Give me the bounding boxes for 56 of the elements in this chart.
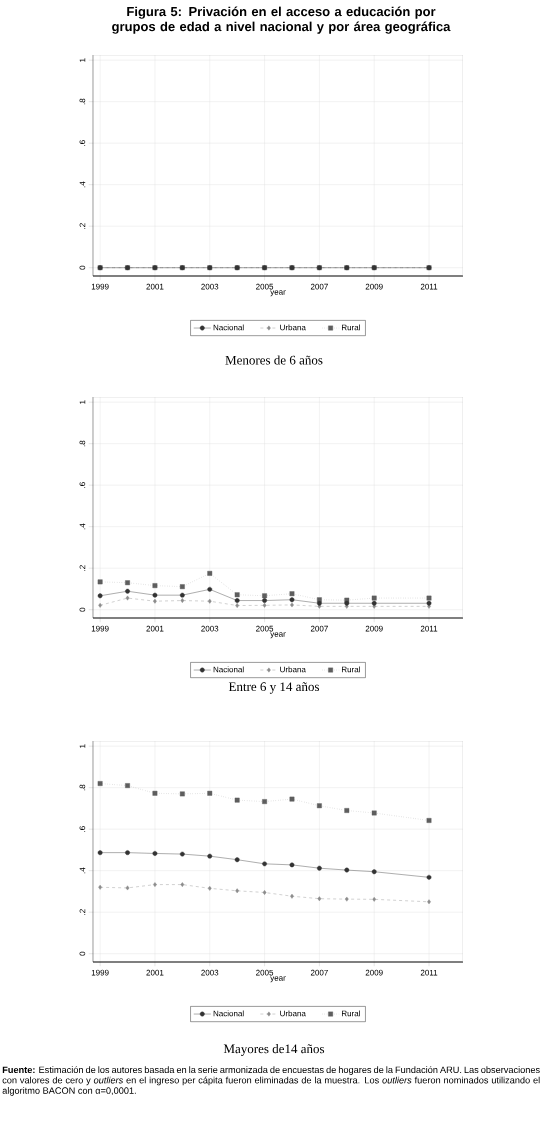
x-tick-label: 2001 xyxy=(146,969,164,976)
y-tick-label: .6 xyxy=(79,482,86,488)
y-tick-label: .4 xyxy=(79,523,86,530)
x-tick-label: 2001 xyxy=(146,625,164,632)
x-tick-label: 2007 xyxy=(310,625,328,632)
x-tick-label: 2009 xyxy=(365,283,383,290)
x-tick-label: 1999 xyxy=(91,283,109,290)
x-tick-label: 2005 xyxy=(256,625,274,632)
y-tick-label: .2 xyxy=(79,223,86,229)
y-tick-label: .8 xyxy=(79,98,86,105)
y-tick-label: .6 xyxy=(79,140,86,146)
y-tick-label: 0 xyxy=(79,607,86,612)
y-tick-label: .8 xyxy=(79,440,86,447)
legend-label: Rural xyxy=(341,1010,360,1017)
legend-label: Nacional xyxy=(213,666,244,673)
legend-label: Rural xyxy=(341,666,360,673)
x-axis-title: year xyxy=(270,632,286,639)
legend-label: Urbana xyxy=(280,666,306,673)
text: Entre 6 y 14 años xyxy=(228,682,320,694)
y-tick-label: 1 xyxy=(79,400,86,404)
x-tick-label: 2011 xyxy=(420,969,438,976)
x-tick-label: 2011 xyxy=(420,283,438,290)
legend-label: Urbana xyxy=(280,324,306,331)
y-tick-label: .2 xyxy=(79,909,86,915)
x-tick-label: 2005 xyxy=(256,283,274,290)
text: Fuente: Estimación de los autores basada en la serie armonizada de encuestas de hogares de la Fundación ARU. Las observaciones con valores de cero y outliers en el ingreso per cápita fueron eliminadas de la muestra. Los outliers fueron nominados utilizando el algoritmo BACON con α=0,0001. xyxy=(2,1066,540,1096)
x-tick-label: 2003 xyxy=(201,969,219,976)
x-tick-label: 2009 xyxy=(365,969,383,976)
y-tick-label: 0 xyxy=(79,951,86,956)
legend-label: Urbana xyxy=(280,1010,306,1017)
x-tick-label: 2001 xyxy=(146,283,164,290)
y-tick-label: .8 xyxy=(79,784,86,791)
x-tick-label: 1999 xyxy=(91,625,109,632)
x-tick-label: 2005 xyxy=(256,969,274,976)
y-tick-label: 1 xyxy=(79,744,86,748)
legend-label: Rural xyxy=(341,324,360,331)
text: Mayores de14 años xyxy=(223,1044,325,1056)
x-tick-label: 2007 xyxy=(310,969,328,976)
x-tick-label: 2003 xyxy=(201,625,219,632)
x-tick-label: 2003 xyxy=(201,283,219,290)
legend-label: Nacional xyxy=(213,324,244,331)
y-tick-label: .4 xyxy=(79,181,86,188)
x-tick-label: 2007 xyxy=(310,283,328,290)
x-tick-label: 2009 xyxy=(365,625,383,632)
text: Menores de 6 años xyxy=(225,355,323,365)
y-tick-label: .2 xyxy=(79,565,86,571)
y-tick-label: 1 xyxy=(79,58,86,62)
x-axis-title: year xyxy=(270,976,286,983)
y-tick-label: 0 xyxy=(79,265,86,270)
chart-title: Figura 5: Privación en el acceso a educación por grupos de edad a nivel nacional y por área geográfica xyxy=(112,6,451,34)
x-axis-title: year xyxy=(270,290,286,297)
x-tick-label: 1999 xyxy=(91,969,109,976)
y-tick-label: .6 xyxy=(79,826,86,832)
y-tick-label: .4 xyxy=(79,867,86,874)
x-tick-label: 2011 xyxy=(420,625,438,632)
legend-label: Nacional xyxy=(213,1010,244,1017)
